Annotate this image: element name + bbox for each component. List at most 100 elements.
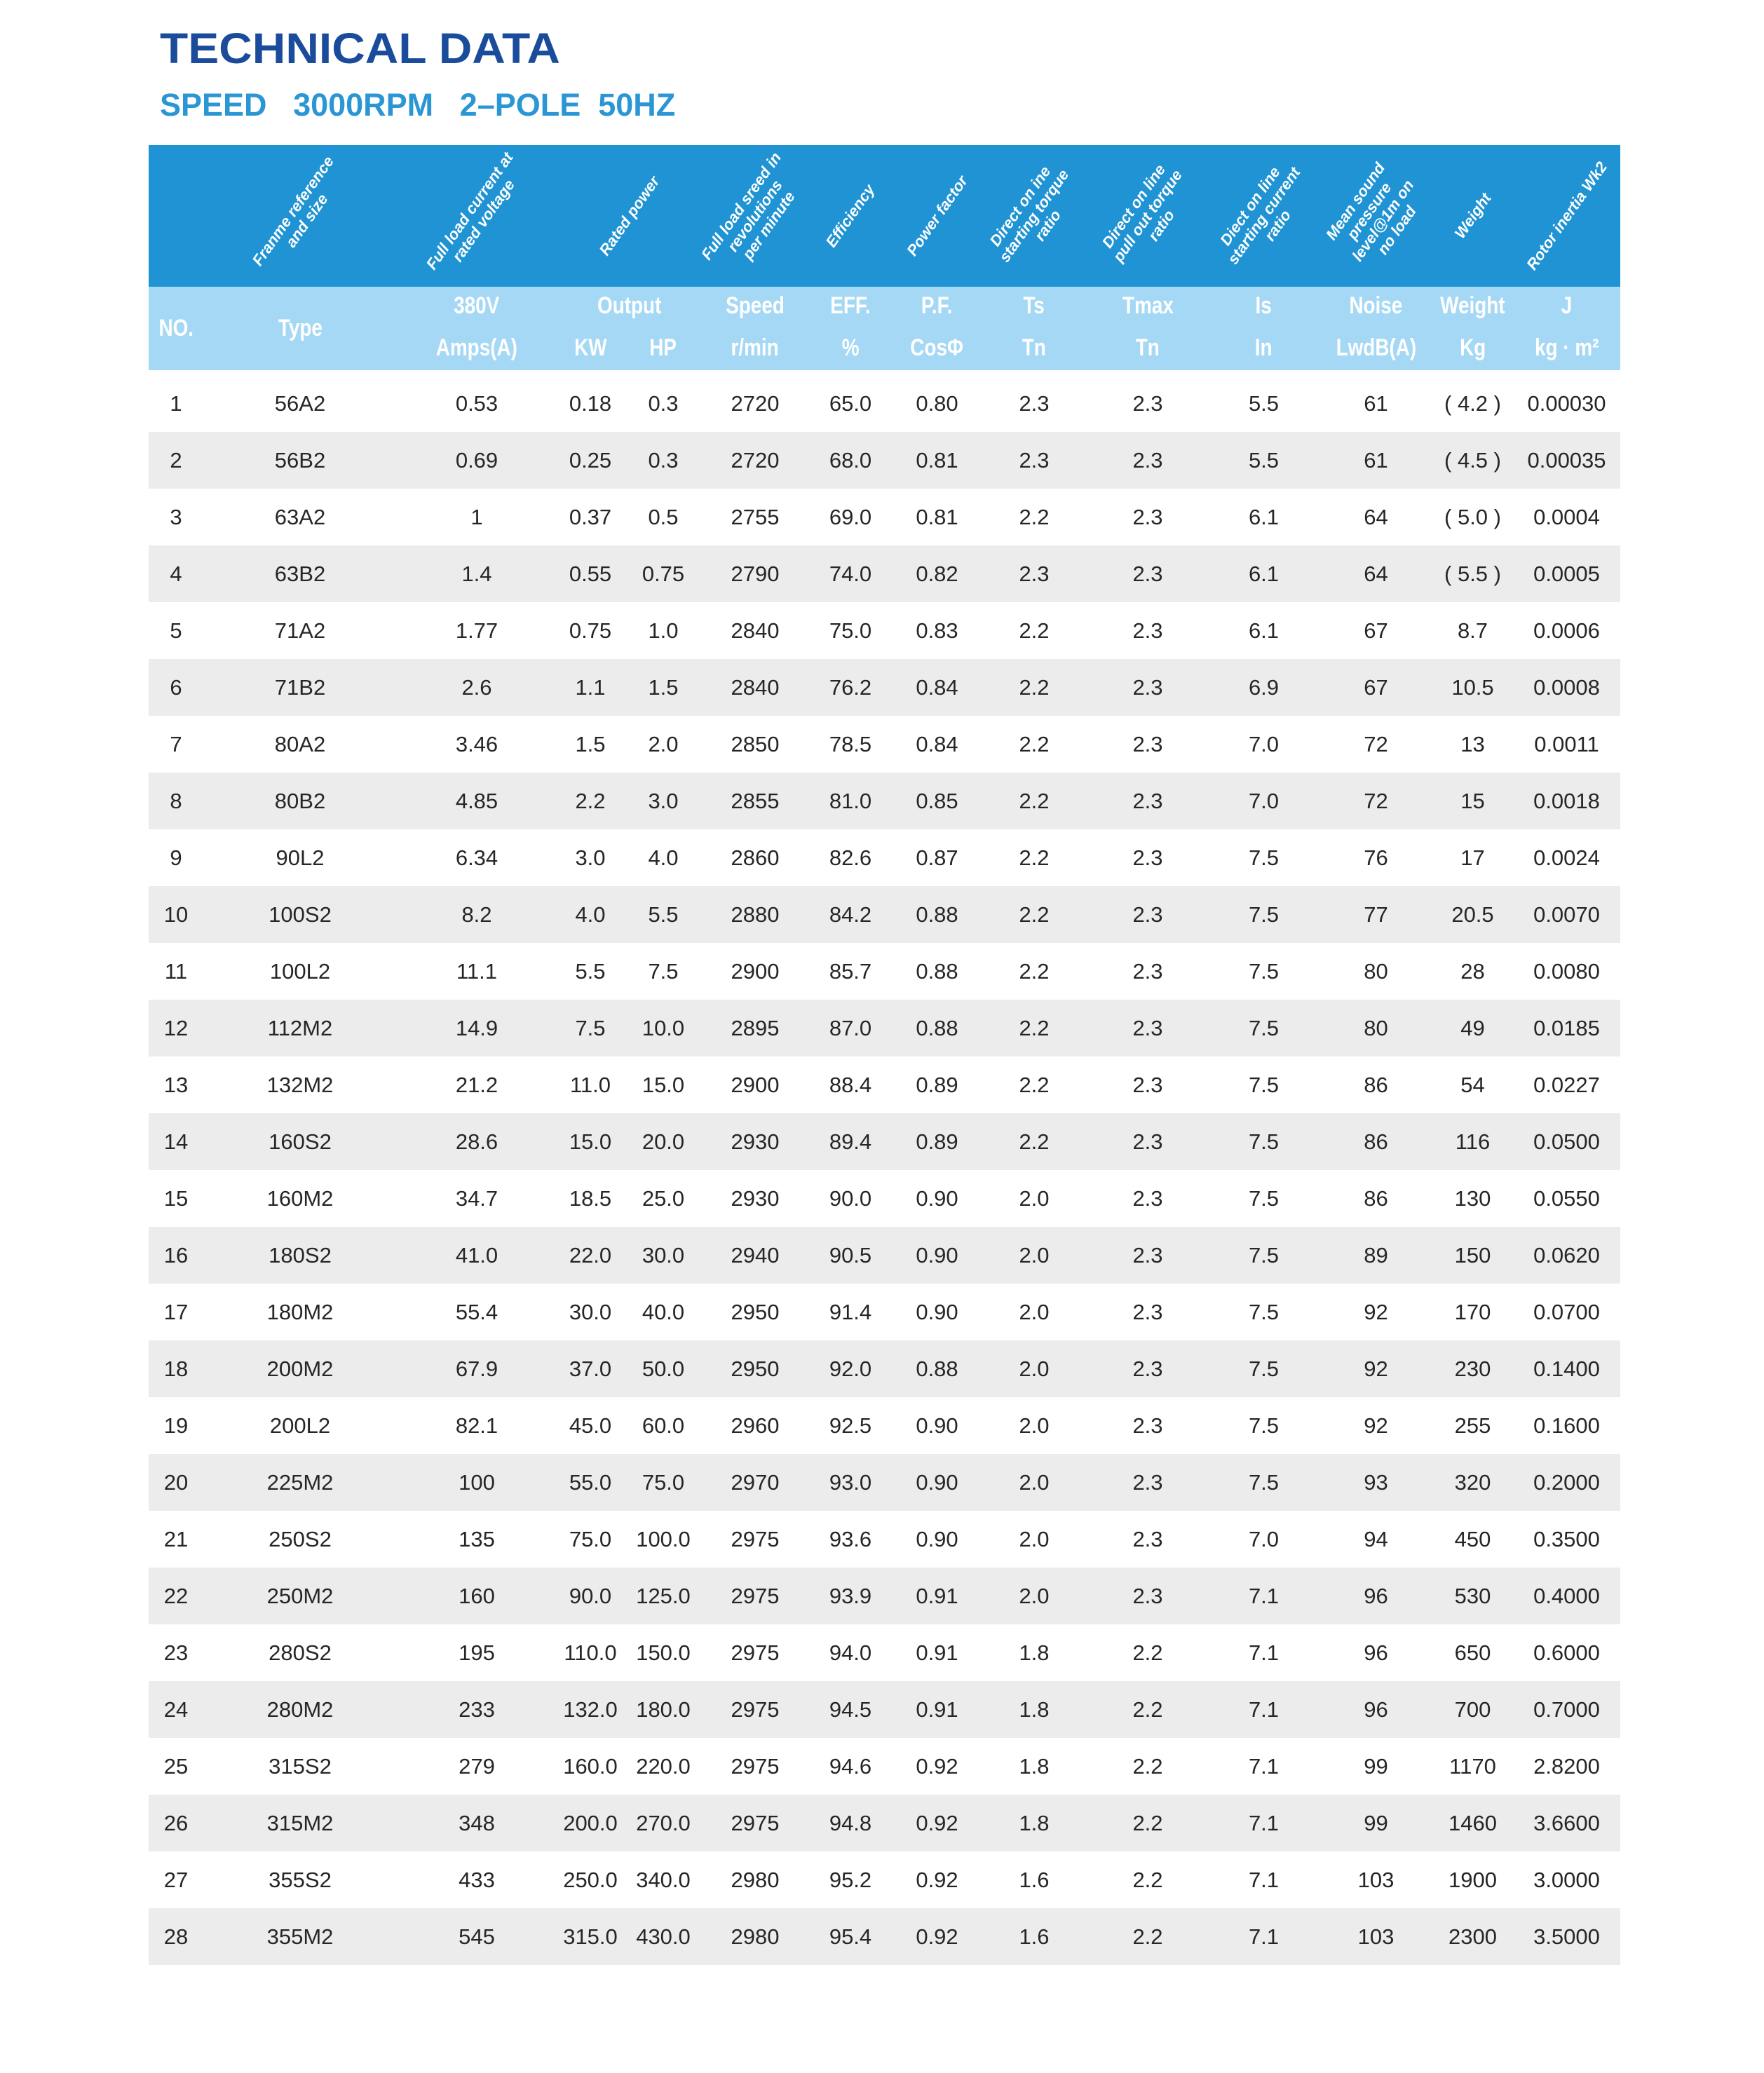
cell-power-factor: 0.90 bbox=[893, 1227, 981, 1284]
cell-is: 7.1 bbox=[1208, 1795, 1319, 1851]
cell-is: 7.5 bbox=[1248, 1299, 1280, 1324]
table-row: 4 63B2 1.4 0.55 0.75 2790 74.0 0.82 2.3 2.3 6.1 64(… bbox=[149, 545, 1620, 602]
cell-no: 2 bbox=[149, 432, 203, 489]
cell-ts: 2.0 bbox=[1019, 1185, 1050, 1211]
cell-ts: 2.2 bbox=[981, 1113, 1087, 1170]
cell-amps: 195 bbox=[459, 1640, 495, 1665]
cell-power-factor: 0.87 bbox=[916, 845, 958, 870]
cell-amps: 2.6 bbox=[397, 659, 557, 716]
cell-type: 180S2 bbox=[203, 1227, 397, 1284]
header-type: Type bbox=[203, 287, 397, 370]
cell-noise: 103 bbox=[1357, 1867, 1395, 1892]
cell-efficiency: 68.0 bbox=[808, 432, 893, 489]
cell-weight: 1900 bbox=[1448, 1867, 1497, 1892]
cell-no: 10 bbox=[149, 886, 203, 943]
cell-type: 100S2 bbox=[203, 886, 397, 943]
cell-tmax: 2.2 bbox=[1087, 1795, 1208, 1851]
table-row: 25 315S2 279 160.0 220.0 2975 94.6 0.92 1.8 2.2 7.… bbox=[149, 1738, 1620, 1795]
cell-type: 280M2 bbox=[203, 1681, 397, 1738]
cell-no: 8 bbox=[149, 773, 203, 829]
cell-is: 7.5 bbox=[1208, 1340, 1319, 1397]
cell-weight: ( 5.5 ) bbox=[1432, 545, 1513, 602]
cell-efficiency: 93.9 bbox=[808, 1568, 893, 1624]
header-label-voltage: 380V bbox=[397, 287, 557, 325]
table-row: 3 63A2 1 0.37 0.5 2755 69.0 0.81 2.2 2.3 6.1 64 ( 5.… bbox=[149, 489, 1620, 545]
cell-speed: 2960 bbox=[731, 1413, 780, 1438]
cell-hp: 15.0 bbox=[642, 1072, 685, 1097]
cell-hp: 270.0 bbox=[624, 1795, 703, 1851]
cell-speed: 2950 bbox=[703, 1340, 808, 1397]
cell-is: 6.1 bbox=[1248, 618, 1280, 643]
cell-tmax: 2.3 bbox=[1087, 886, 1208, 943]
cell-type: 63A2 bbox=[274, 504, 326, 529]
cell-kw: 2.2 bbox=[557, 773, 624, 829]
cell-no: 13 bbox=[163, 1072, 189, 1097]
header-desc-starting-current: Diect on line starting current ratio bbox=[1208, 145, 1319, 287]
cell-rotor-inertia: 0.0550 bbox=[1533, 1185, 1600, 1211]
header-label-eff: EFF. bbox=[808, 287, 893, 325]
cell-hp: 0.3 bbox=[648, 390, 679, 416]
cell-type: 315M2 bbox=[203, 1795, 397, 1851]
cell-hp: 430.0 bbox=[624, 1908, 703, 1965]
cell-type: 280S2 bbox=[269, 1640, 332, 1665]
cell-weight: ( 5.0 ) bbox=[1444, 504, 1501, 529]
unit-amps: Amps(A) bbox=[397, 325, 557, 370]
cell-rotor-inertia: 0.1400 bbox=[1513, 1340, 1620, 1397]
cell-kw: 55.0 bbox=[557, 1454, 624, 1511]
cell-weight: ( 4.5 ) bbox=[1432, 432, 1513, 489]
cell-speed: 2755 bbox=[731, 504, 780, 529]
cell-weight: 450 bbox=[1454, 1526, 1491, 1551]
cell-ts: 2.2 bbox=[981, 1000, 1087, 1056]
cell-tmax: 2.3 bbox=[1132, 618, 1163, 643]
cell-rotor-inertia: 0.0008 bbox=[1513, 659, 1620, 716]
cell-is: 7.5 bbox=[1208, 1454, 1319, 1511]
cell-noise: 99 bbox=[1364, 1753, 1388, 1779]
cell-ts: 1.6 bbox=[1019, 1867, 1050, 1892]
cell-is: 6.1 bbox=[1248, 504, 1280, 529]
cell-efficiency: 94.8 bbox=[808, 1795, 893, 1851]
cell-amps: 100 bbox=[397, 1454, 557, 1511]
cell-kw: 22.0 bbox=[557, 1227, 624, 1284]
cell-hp: 40.0 bbox=[642, 1299, 685, 1324]
cell-weight: 150 bbox=[1432, 1227, 1513, 1284]
cell-noise: 103 bbox=[1319, 1908, 1432, 1965]
cell-speed: 2720 bbox=[703, 432, 808, 489]
cell-noise: 67 bbox=[1319, 659, 1432, 716]
cell-ts: 2.2 bbox=[981, 773, 1087, 829]
table-row: 19 200L2 82.1 45.0 60.0 2960 92.5 0.90 2.0 2.3 7.5… bbox=[149, 1397, 1620, 1454]
cell-hp: 60.0 bbox=[642, 1413, 685, 1438]
header-label-row: NO. Type 380V Output Speed EFF. P.F. Ts … bbox=[149, 287, 1620, 370]
header-desc-rotor-inertia: Rotor inertia Wk2 bbox=[1513, 145, 1620, 287]
cell-power-factor: 0.91 bbox=[893, 1681, 981, 1738]
cell-rotor-inertia: 0.2000 bbox=[1513, 1454, 1620, 1511]
cell-type: 160M2 bbox=[266, 1185, 334, 1211]
cell-hp: 30.0 bbox=[624, 1227, 703, 1284]
cell-efficiency: 94.0 bbox=[829, 1640, 872, 1665]
cell-power-factor: 0.90 bbox=[916, 1185, 958, 1211]
cell-hp: 100.0 bbox=[636, 1526, 691, 1551]
table-row: 12 112M2 14.9 7.5 10.0 2895 87.0 0.88 2.2 2.3 7.5 8… bbox=[149, 1000, 1620, 1056]
cell-kw: 5.5 bbox=[575, 958, 606, 984]
cell-noise: 76 bbox=[1364, 845, 1388, 870]
cell-tmax: 2.3 bbox=[1132, 1413, 1163, 1438]
cell-ts: 2.0 bbox=[981, 1568, 1087, 1624]
cell-hp: 125.0 bbox=[624, 1568, 703, 1624]
cell-ts: 1.8 bbox=[1019, 1753, 1050, 1779]
cell-power-factor: 0.81 bbox=[916, 504, 958, 529]
cell-weight: 49 bbox=[1432, 1000, 1513, 1056]
cell-speed: 2880 bbox=[703, 886, 808, 943]
cell-tmax: 2.2 bbox=[1132, 1640, 1163, 1665]
cell-is: 7.5 bbox=[1248, 1185, 1280, 1211]
cell-kw: 0.18 bbox=[569, 390, 612, 416]
cell-noise: 72 bbox=[1364, 731, 1388, 756]
cell-tmax: 2.3 bbox=[1132, 1299, 1163, 1324]
cell-type: 71B2 bbox=[203, 659, 397, 716]
cell-is: 7.0 bbox=[1248, 731, 1280, 756]
header-desc-efficiency: Efficiency bbox=[808, 145, 893, 287]
cell-is: 7.5 bbox=[1208, 1000, 1319, 1056]
cell-hp: 20.0 bbox=[624, 1113, 703, 1170]
cell-type: 56B2 bbox=[203, 432, 397, 489]
cell-amps: 55.4 bbox=[455, 1299, 498, 1324]
unit-kgm2: kg · m² bbox=[1513, 325, 1620, 370]
cell-speed: 2940 bbox=[703, 1227, 808, 1284]
